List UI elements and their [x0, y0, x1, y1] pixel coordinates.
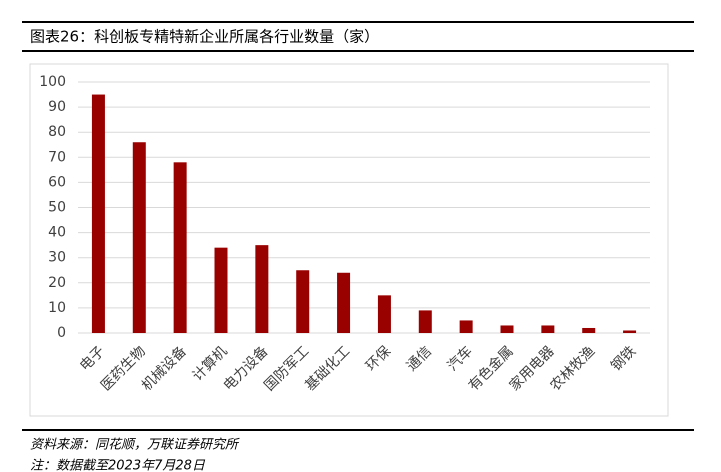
- bar: [623, 330, 637, 333]
- x-tick-label: 电子: [77, 343, 108, 374]
- chart-title: 图表26：科创板专精特新企业所属各行业数量（家）: [30, 28, 379, 46]
- y-tick-label: 20: [48, 275, 66, 291]
- y-tick-label: 10: [48, 300, 66, 316]
- bar: [214, 247, 228, 333]
- bar: [255, 245, 269, 333]
- bar: [582, 327, 596, 333]
- bar: [500, 325, 514, 333]
- source-note: 资料来源：同花顺，万联证券研究所: [30, 437, 240, 453]
- x-tick-label: 钢铁: [608, 343, 639, 374]
- y-tick-label: 80: [48, 124, 66, 140]
- y-tick-label: 40: [48, 225, 66, 241]
- x-tick-label: 通信: [404, 343, 435, 374]
- x-tick-label: 基础化工: [302, 343, 354, 395]
- y-tick-label: 50: [48, 200, 66, 216]
- bar: [173, 162, 187, 333]
- bar: [132, 142, 146, 333]
- bar: [91, 94, 105, 333]
- x-tick-label: 农林牧渔: [547, 343, 598, 394]
- x-tick-label: 汽车: [444, 343, 476, 375]
- bar: [377, 295, 391, 333]
- x-tick-label: 环保: [363, 343, 394, 374]
- bar: [541, 325, 555, 333]
- y-tick-label: 60: [48, 174, 66, 190]
- chart-frame: [29, 63, 669, 417]
- x-tick-label: 机械设备: [138, 343, 190, 395]
- y-tick-label: 70: [48, 149, 66, 165]
- y-tick-label: 90: [48, 99, 66, 115]
- bar: [418, 310, 432, 333]
- y-tick-label: 30: [48, 250, 66, 266]
- bar: [296, 270, 310, 333]
- bar: [337, 272, 351, 333]
- footnote: 注：数据截至2023年7月28日: [30, 459, 206, 472]
- bar: [459, 320, 473, 333]
- y-tick-label: 100: [39, 74, 66, 90]
- y-tick-label: 0: [57, 325, 66, 341]
